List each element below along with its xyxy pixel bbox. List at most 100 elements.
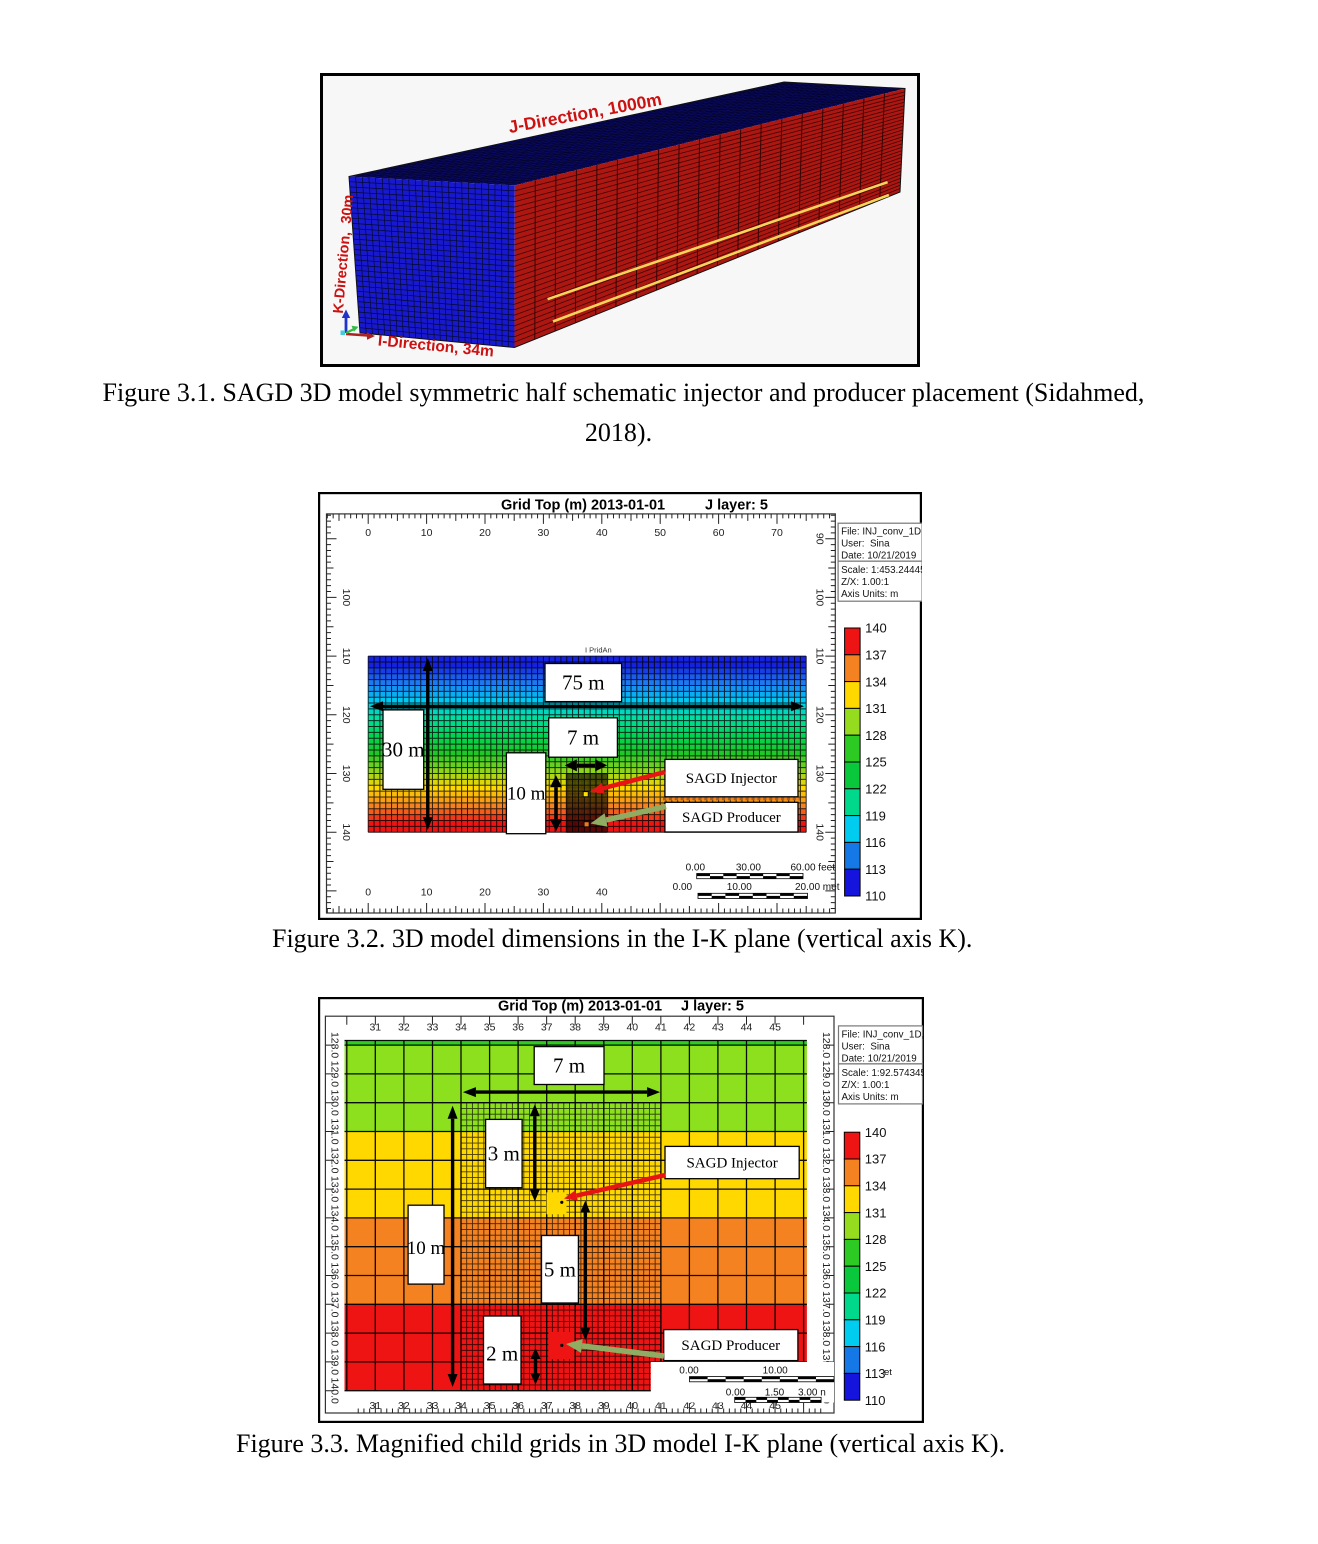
svg-text:110: 110 (340, 648, 352, 665)
svg-text:Grid Top (m) 2013-01-01: Grid Top (m) 2013-01-01 (498, 999, 662, 1015)
svg-text:134.0: 134.0 (328, 1205, 340, 1231)
svg-text:34: 34 (455, 1022, 467, 1034)
svg-text:129.0: 129.0 (328, 1061, 340, 1087)
svg-text:140: 140 (865, 621, 887, 636)
svg-text:128.0: 128.0 (328, 1032, 340, 1058)
svg-text:User: Sina: User: Sina (841, 539, 890, 550)
svg-text:131.0: 131.0 (820, 1118, 832, 1144)
svg-text:140: 140 (814, 823, 826, 841)
svg-text:File: INJ_conv_1D,: File: INJ_conv_1D, (841, 1029, 924, 1040)
svg-text:70: 70 (771, 527, 783, 539)
svg-text:31: 31 (369, 1400, 381, 1412)
svg-text:20.00 met: 20.00 met (795, 882, 840, 893)
svg-text:90: 90 (814, 533, 826, 545)
svg-text:37: 37 (540, 1400, 552, 1412)
svg-text:J layer: 5: J layer: 5 (681, 999, 744, 1015)
svg-text:10.00: 10.00 (762, 1365, 787, 1376)
svg-text:40: 40 (596, 527, 608, 539)
svg-text:137.0: 137.0 (820, 1291, 832, 1317)
svg-text:37: 37 (540, 1022, 552, 1034)
svg-text:0: 0 (365, 886, 371, 898)
svg-text:10: 10 (421, 527, 433, 539)
svg-text:75 m: 75 m (562, 671, 605, 695)
svg-text:3.00 n: 3.00 n (798, 1387, 826, 1398)
svg-text:41: 41 (655, 1022, 667, 1034)
svg-text:122: 122 (865, 782, 887, 797)
svg-text:125: 125 (864, 1259, 886, 1274)
svg-text:44: 44 (740, 1400, 752, 1412)
svg-text:100: 100 (340, 589, 352, 607)
svg-text:134: 134 (864, 1179, 886, 1194)
svg-text:31: 31 (369, 1022, 381, 1034)
svg-text:40: 40 (626, 1400, 638, 1412)
svg-text:110: 110 (864, 1393, 885, 1408)
svg-text:30 m: 30 m (382, 738, 425, 762)
svg-text:113: 113 (865, 862, 886, 877)
svg-text:34: 34 (455, 1400, 467, 1412)
svg-text:133.0: 133.0 (820, 1176, 832, 1202)
svg-text:132.0: 132.0 (820, 1147, 832, 1173)
svg-text:0.00: 0.00 (725, 1387, 745, 1398)
svg-text:138.0: 138.0 (820, 1320, 832, 1346)
svg-text:3 m: 3 m (487, 1142, 519, 1166)
svg-text:2 m: 2 m (486, 1342, 518, 1366)
svg-text:39: 39 (597, 1400, 609, 1412)
svg-text:33: 33 (426, 1022, 438, 1034)
svg-text:45: 45 (769, 1022, 781, 1034)
svg-text:et: et (884, 1367, 892, 1378)
svg-text:130: 130 (814, 765, 826, 783)
svg-text:44: 44 (740, 1022, 752, 1034)
svg-text:35: 35 (483, 1022, 495, 1034)
svg-text:Grid Top (m) 2013-01-01: Grid Top (m) 2013-01-01 (501, 498, 665, 514)
svg-text:38: 38 (569, 1022, 581, 1034)
svg-text:136.0: 136.0 (328, 1262, 340, 1288)
svg-text:125: 125 (865, 755, 887, 770)
svg-text:20: 20 (479, 886, 491, 898)
svg-text:User: Sina: User: Sina (841, 1041, 890, 1052)
svg-text:120: 120 (340, 706, 352, 724)
svg-text:135.0: 135.0 (820, 1234, 832, 1260)
svg-text:133.0: 133.0 (328, 1176, 340, 1202)
svg-text:30: 30 (538, 886, 550, 898)
svg-text:139.0: 139.0 (328, 1349, 340, 1375)
svg-text:1.50: 1.50 (764, 1387, 784, 1398)
svg-text:0.00: 0.00 (686, 862, 706, 873)
svg-text:41: 41 (655, 1400, 667, 1412)
svg-text:136.0: 136.0 (820, 1262, 832, 1288)
svg-text:100: 100 (814, 589, 826, 607)
svg-text:38: 38 (569, 1400, 581, 1412)
svg-text:60: 60 (713, 527, 725, 539)
svg-text:J layer: 5: J layer: 5 (705, 498, 768, 514)
svg-text:128: 128 (864, 1232, 886, 1247)
svg-text:140.0: 140.0 (328, 1378, 340, 1404)
svg-text:35: 35 (483, 1400, 495, 1412)
svg-text:110: 110 (865, 889, 886, 904)
svg-text:30.00: 30.00 (736, 862, 761, 873)
svg-text:7 m: 7 m (553, 1054, 585, 1078)
svg-text:Date: 10/21/2019: Date: 10/21/2019 (841, 1053, 916, 1064)
svg-text:134: 134 (865, 674, 887, 689)
svg-text:Axis Units: m: Axis Units: m (841, 589, 898, 600)
svg-text:113: 113 (864, 1366, 885, 1381)
svg-text:43: 43 (712, 1400, 724, 1412)
svg-text:130.0: 130.0 (328, 1090, 340, 1116)
svg-text:Z/X: 1.00:1: Z/X: 1.00:1 (841, 577, 889, 588)
svg-text:131: 131 (864, 1205, 886, 1220)
svg-text:30: 30 (538, 527, 550, 539)
svg-text:39: 39 (597, 1022, 609, 1034)
svg-text:0: 0 (365, 527, 371, 539)
svg-text:Z/X: 1.00:1: Z/X: 1.00:1 (841, 1080, 889, 1091)
svg-text:130.0: 130.0 (820, 1090, 832, 1116)
svg-text:43: 43 (712, 1022, 724, 1034)
svg-text:0.00: 0.00 (679, 1365, 699, 1376)
svg-text:36: 36 (512, 1400, 524, 1412)
svg-text:140: 140 (340, 823, 352, 841)
svg-text:36: 36 (512, 1022, 524, 1034)
svg-text:42: 42 (683, 1022, 695, 1034)
svg-text:SAGD Injector: SAGD Injector (686, 771, 777, 787)
svg-text:128.0: 128.0 (820, 1032, 832, 1058)
svg-text:10: 10 (421, 886, 433, 898)
svg-text:SAGD Producer: SAGD Producer (681, 1338, 780, 1354)
svg-text:Scale: 1:453.24445: Scale: 1:453.24445 (841, 565, 922, 576)
svg-text:0.00: 0.00 (673, 882, 693, 893)
